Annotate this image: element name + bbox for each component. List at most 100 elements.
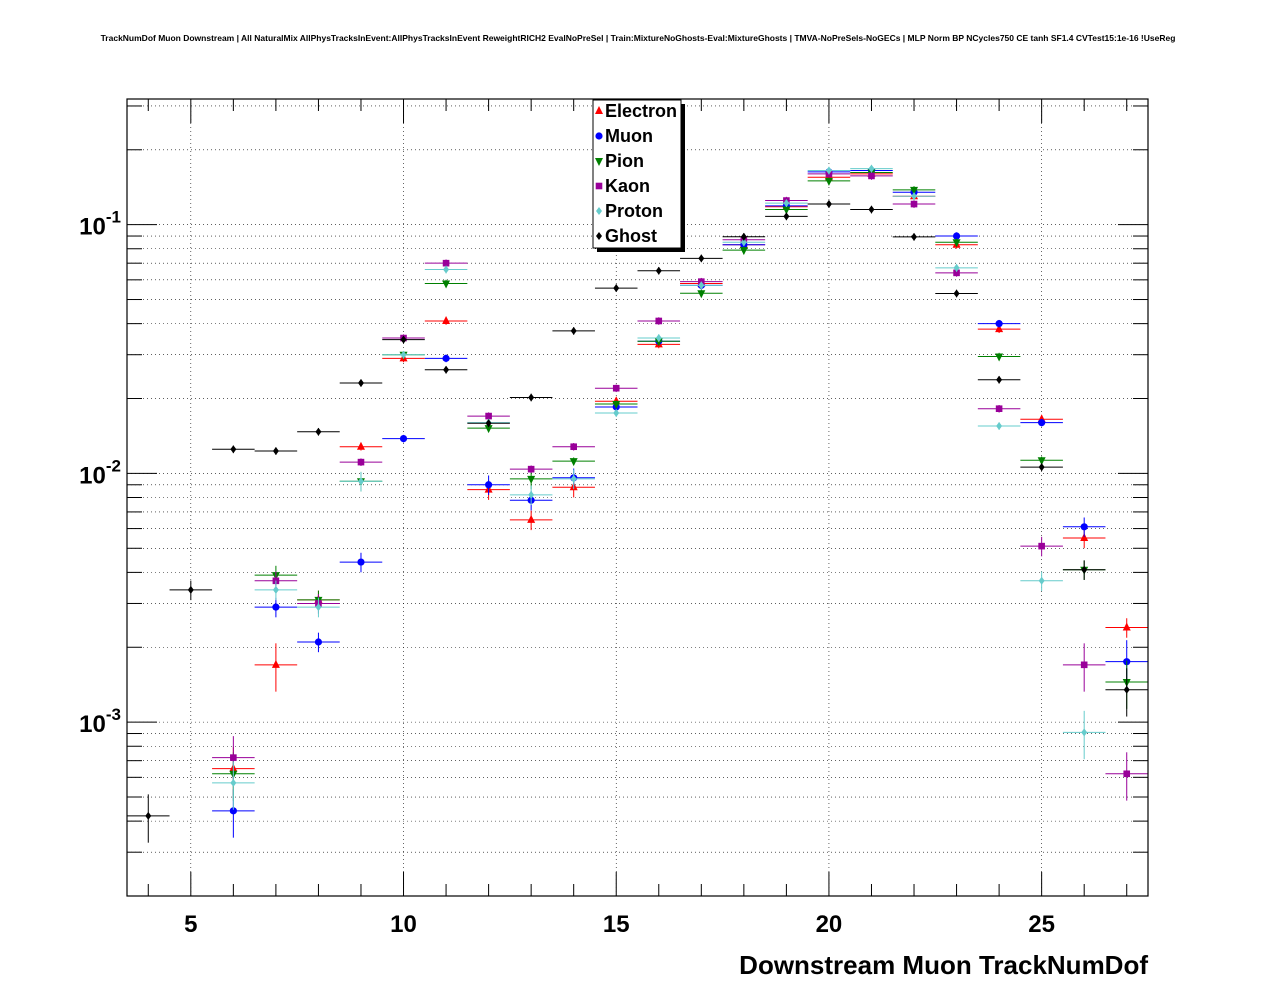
data-point: [911, 232, 918, 241]
legend-marker: [595, 158, 603, 166]
data-point: [315, 427, 322, 436]
data-point: [528, 490, 535, 499]
data-point: [272, 603, 280, 611]
y-tick-label: 10-1: [79, 208, 121, 241]
data-point: [996, 375, 1003, 384]
data-point: [739, 247, 748, 256]
tick-labels: 5 10 15 20 25 10-1 10-2 10-3: [79, 208, 1055, 938]
data-point: [230, 778, 237, 787]
legend-box: [592, 99, 682, 249]
legend-marker: [596, 207, 602, 215]
legend-marker: [595, 182, 603, 190]
data-point: [485, 481, 493, 489]
data-point: [698, 254, 705, 263]
x-tick-label: 15: [603, 911, 630, 938]
x-tick-label: 10: [390, 911, 417, 938]
data-point: [1037, 457, 1046, 466]
data-point: [868, 172, 875, 180]
legend-entry: Proton: [596, 201, 663, 221]
data-point: [612, 401, 621, 410]
data-point: [484, 425, 493, 434]
data-point: [357, 458, 365, 466]
data-point: [1123, 685, 1130, 694]
data-point: [783, 212, 790, 221]
x-tick-label: 20: [816, 911, 843, 938]
data-point: [740, 238, 747, 247]
data-point: [613, 284, 620, 293]
series-muon: [212, 166, 1148, 838]
series-proton: [212, 164, 1106, 810]
data-point: [911, 192, 918, 201]
data-point: [825, 200, 832, 209]
data-point: [1038, 542, 1045, 550]
legend-label: Kaon: [605, 176, 650, 196]
legend-label: Proton: [605, 201, 663, 221]
legend-entry: Muon: [595, 126, 653, 146]
data-point: [528, 393, 535, 402]
legend-label: Muon: [605, 126, 653, 146]
data-point: [485, 412, 492, 420]
data-point: [1081, 728, 1088, 737]
data-point: [1122, 622, 1131, 631]
data-point: [527, 465, 535, 473]
data-point: [230, 445, 237, 454]
data-point: [442, 354, 450, 362]
legend-marker: [596, 232, 602, 240]
y-tick-label: 10-2: [79, 456, 121, 489]
data-point: [953, 263, 960, 272]
legend-marker: [595, 106, 603, 114]
data-point: [740, 232, 747, 241]
data-point: [570, 443, 577, 451]
legend-entry: Pion: [595, 151, 644, 171]
data-point: [357, 558, 365, 566]
data-point: [824, 177, 833, 186]
data-point: [1038, 419, 1046, 427]
data-point: [868, 164, 875, 173]
data-point: [229, 807, 237, 815]
data-point: [952, 232, 961, 240]
x-tick-label: 25: [1028, 911, 1055, 938]
data-point: [995, 353, 1004, 362]
data-point: [655, 334, 662, 343]
x-axis-title: Downstream Muon TrackNumDof: [739, 950, 1148, 980]
x-tick-label: 5: [184, 911, 197, 938]
legend-entry: Ghost: [596, 226, 657, 246]
axis-ticks: [127, 99, 1148, 897]
data-point: [315, 603, 322, 612]
data-point: [1080, 523, 1088, 531]
data-point: [569, 458, 578, 467]
data-point: [655, 266, 662, 275]
data-point: [825, 166, 832, 175]
data-point: [613, 408, 620, 417]
data-point: [187, 585, 194, 594]
data-point: [527, 514, 536, 523]
legend-entry: Kaon: [595, 176, 650, 196]
data-point: [570, 326, 577, 335]
data-point: [868, 205, 875, 214]
data-point: [399, 435, 408, 443]
series-ghost: [127, 200, 1148, 843]
data-point: [271, 659, 280, 668]
data-point: [527, 475, 536, 484]
data-point: [995, 405, 1003, 413]
series-kaon: [212, 170, 1148, 801]
data-point: [953, 269, 960, 277]
data-point: [272, 585, 279, 594]
data-point: [1038, 576, 1045, 585]
data-point: [996, 422, 1003, 431]
legend-label: Ghost: [605, 226, 657, 246]
data-point: [230, 754, 237, 761]
data-point: [1123, 770, 1131, 778]
data-point: [654, 338, 663, 347]
data-point: [570, 474, 577, 483]
data-point: [442, 280, 451, 289]
data-point: [995, 324, 1004, 333]
data-point: [485, 419, 492, 428]
data-point: [442, 259, 450, 267]
data-point: [952, 239, 961, 248]
series-electron: [212, 168, 1148, 796]
data-point: [145, 811, 152, 820]
data-point: [655, 317, 663, 325]
y-tick-label: 10-3: [79, 705, 121, 738]
